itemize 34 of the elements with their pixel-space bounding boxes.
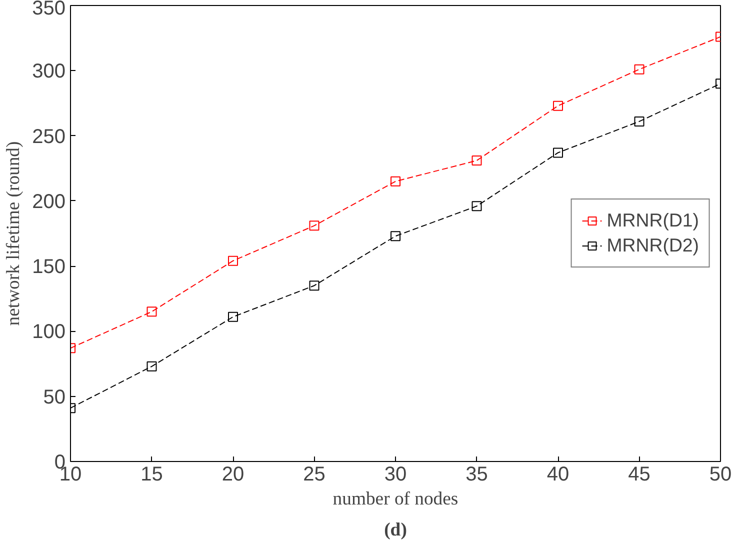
text: (d)	[384, 520, 407, 540]
y-tick-label: 50	[43, 386, 66, 408]
point	[472, 201, 482, 212]
point	[390, 176, 400, 186]
y-tick-label: 350	[32, 0, 66, 20]
point	[553, 100, 563, 111]
x-tick-label: 50	[709, 464, 732, 486]
point	[228, 256, 238, 266]
legend-label: MRNR(D2)	[606, 234, 699, 256]
point	[634, 116, 644, 126]
point	[553, 148, 563, 158]
point	[634, 64, 644, 74]
y-tick-label: 250	[32, 126, 66, 148]
x-tick-label: 30	[384, 464, 407, 486]
point	[146, 361, 157, 372]
point	[146, 306, 157, 317]
y-tick-label: 100	[32, 321, 66, 344]
x-tick-label: 15	[140, 464, 163, 486]
legend-label: MRNR(D1)	[606, 210, 699, 232]
y-tick-label: 150	[32, 256, 66, 278]
x-tick-label: 20	[222, 464, 244, 486]
x-tick-label: 25	[303, 464, 326, 486]
y-axis-title: network lifetime (round)	[3, 141, 24, 326]
x-axis-title: number of nodes	[332, 488, 458, 510]
point	[228, 312, 238, 322]
point	[309, 220, 320, 231]
x-tick-label: 40	[546, 464, 570, 486]
point	[472, 156, 482, 166]
point	[390, 231, 400, 242]
x-tick-label: 35	[466, 464, 488, 486]
y-tick-label: 300	[32, 60, 66, 83]
y-tick-label: 200	[32, 190, 66, 213]
x-tick-label: 45	[628, 464, 650, 486]
point	[309, 280, 320, 291]
